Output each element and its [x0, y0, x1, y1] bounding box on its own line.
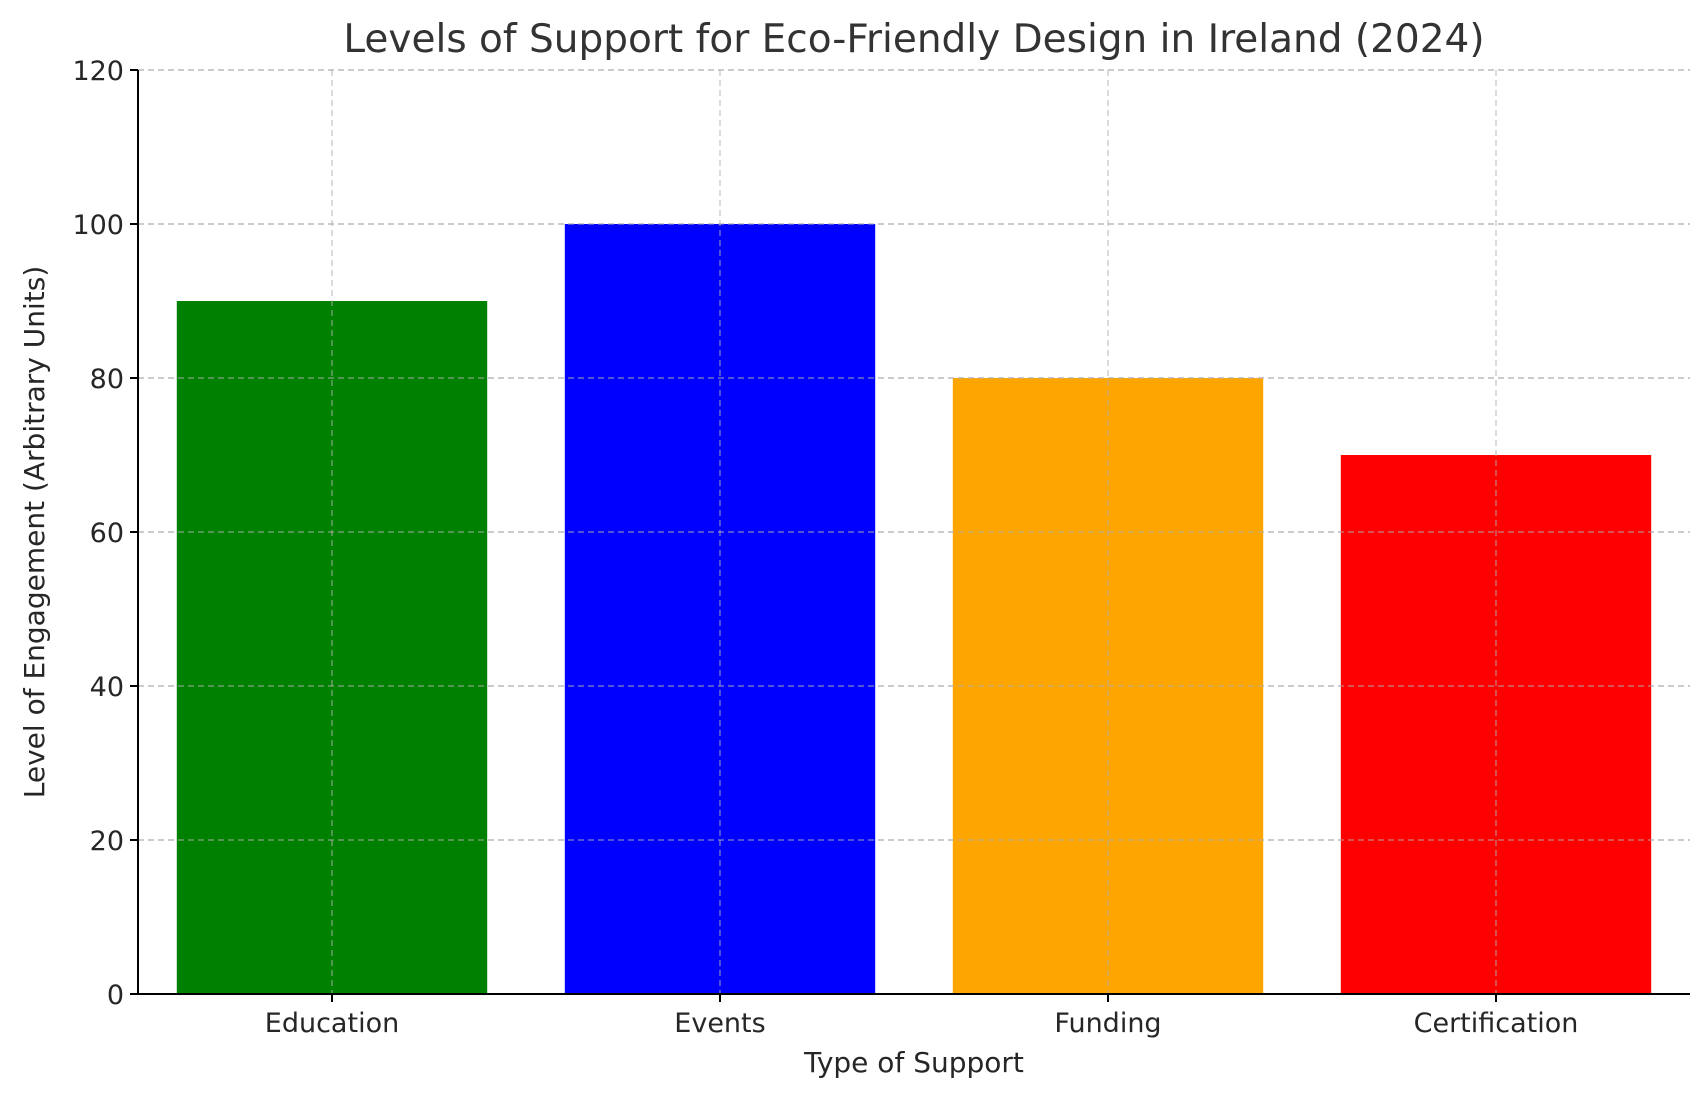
y-tick-label: 100	[72, 210, 124, 241]
x-tick-label: Funding	[1054, 1008, 1161, 1039]
y-tick-label: 120	[72, 56, 124, 87]
x-tick-label: Education	[265, 1008, 399, 1039]
y-axis-label: Level of Engagement (Arbitrary Units)	[18, 266, 51, 798]
x-ticks: Education Events Funding Certification	[265, 994, 1579, 1039]
y-tick-label: 40	[90, 672, 124, 703]
gridlines-overlay	[138, 69, 1690, 994]
x-tick-label: Certification	[1414, 1008, 1579, 1039]
y-tick-label: 80	[90, 364, 124, 395]
y-ticks: 0 20 40 60 80 100 120	[72, 56, 138, 1011]
y-tick-label: 20	[90, 826, 124, 857]
bar-events	[564, 224, 876, 994]
y-tick-label: 60	[90, 518, 124, 549]
chart-title: Levels of Support for Eco-Friendly Desig…	[343, 17, 1484, 62]
x-tick-label: Events	[674, 1008, 765, 1039]
bars	[176, 224, 1652, 994]
bar-education	[176, 301, 488, 994]
x-axis-label: Type of Support	[803, 1046, 1024, 1079]
y-tick-label: 0	[107, 980, 124, 1011]
